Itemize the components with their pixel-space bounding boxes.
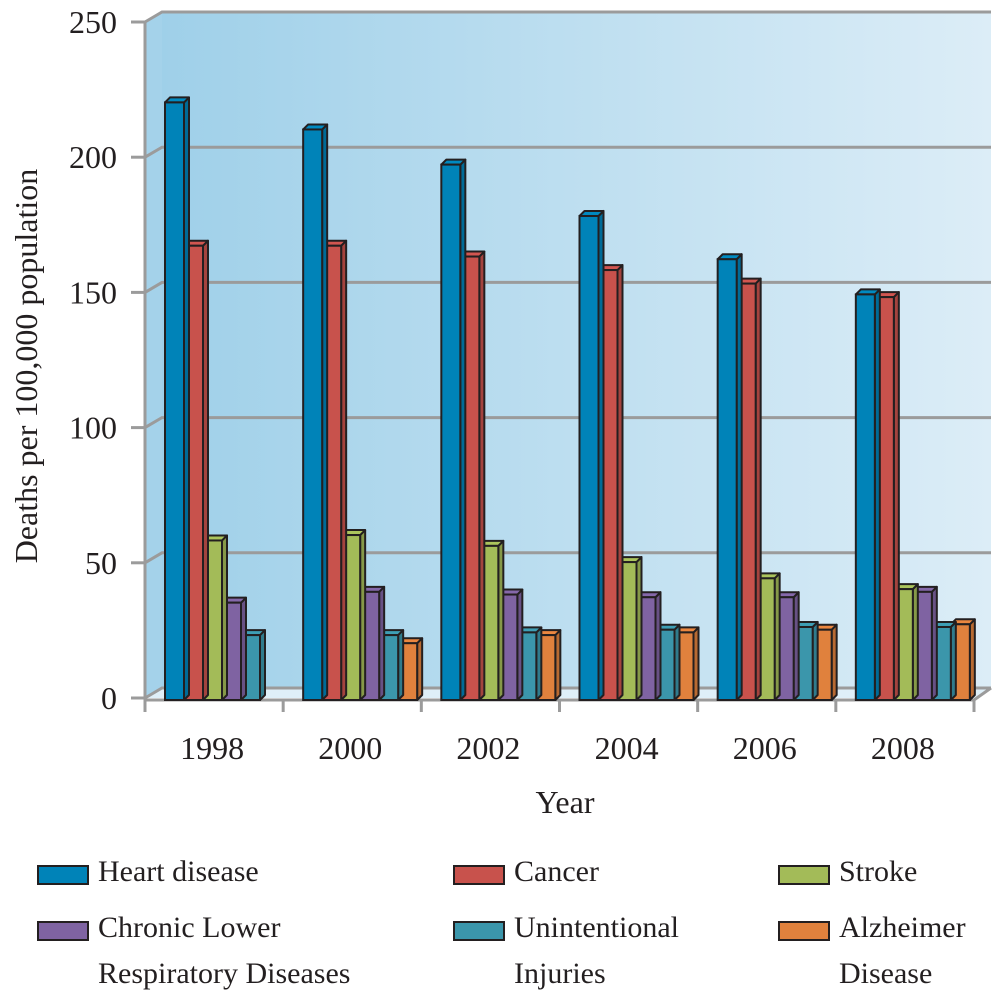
y-tick-label: 150 — [69, 274, 117, 310]
axes — [143, 10, 992, 712]
y-tick-label: 200 — [69, 139, 117, 175]
x-axis-depth-line — [973, 686, 992, 702]
bar — [440, 158, 467, 702]
x-axis-title: Year — [536, 784, 595, 820]
side-wall — [145, 12, 162, 698]
bars — [164, 96, 976, 702]
x-tick-label: 2000 — [318, 730, 382, 766]
x-tick-label: 1998 — [180, 730, 244, 766]
bar-front — [716, 258, 738, 701]
bar-front — [854, 293, 876, 701]
bar-front — [164, 101, 185, 701]
y-tick-label: 50 — [85, 545, 117, 581]
bar — [302, 123, 329, 701]
x-tick-labels: 1998 2000 2002 2004 2006 2008 — [180, 730, 935, 766]
y-axis-title: Deaths per 100,000 population — [8, 169, 44, 564]
gridlines — [131, 10, 991, 700]
x-tick-label: 2004 — [595, 730, 659, 766]
x-tick-label: 2002 — [456, 730, 520, 766]
x-tick-label: 2008 — [871, 730, 935, 766]
bar — [854, 288, 881, 701]
bar-front — [302, 128, 324, 701]
bar — [164, 96, 190, 701]
y-tick-labels: 0 50 100 150 200 250 — [69, 4, 117, 716]
bar-front — [440, 163, 462, 702]
bar — [578, 209, 605, 701]
gridline — [144, 416, 991, 429]
y-tick-label: 250 — [69, 4, 117, 40]
y-tick-label: 0 — [101, 680, 117, 716]
bar-front — [578, 214, 600, 701]
gridline — [144, 686, 991, 700]
back-wall — [162, 12, 991, 688]
gridline — [144, 145, 991, 159]
gridline — [144, 280, 991, 294]
x-tick-label: 2006 — [733, 730, 797, 766]
bar — [716, 253, 743, 701]
y-tick-label: 100 — [69, 410, 117, 446]
gridline — [144, 551, 991, 565]
